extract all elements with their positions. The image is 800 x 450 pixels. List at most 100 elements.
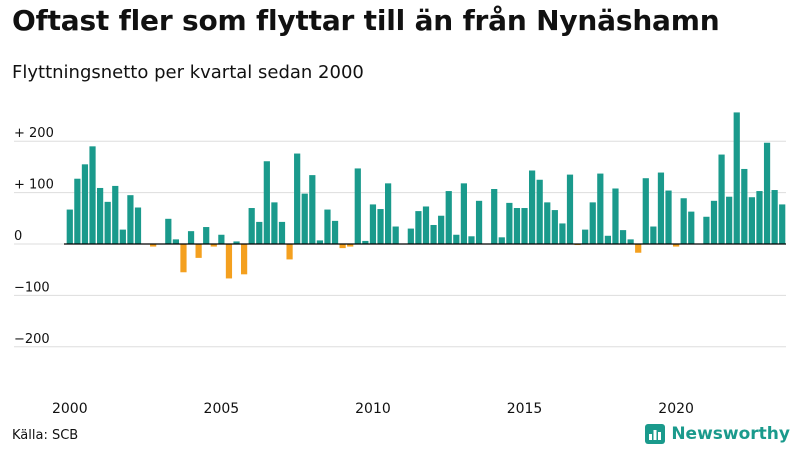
bar	[180, 244, 187, 273]
bar-chart: + 200 + 100 0 −100 −200 2000 2005 2010 2015 2020	[14, 112, 786, 417]
bar	[422, 206, 430, 244]
bar	[582, 229, 589, 244]
bar	[733, 112, 740, 244]
bar	[498, 237, 505, 244]
bar	[210, 244, 217, 247]
bar	[650, 226, 657, 244]
bar	[256, 221, 263, 244]
bar	[187, 231, 195, 244]
bar	[673, 244, 680, 247]
bar	[225, 244, 233, 279]
newsworthy-logo-icon	[645, 424, 666, 444]
bar	[362, 240, 369, 244]
bar	[331, 220, 339, 244]
y-tick-label: 0	[14, 229, 22, 244]
bar	[324, 209, 331, 244]
y-tick-label: −100	[14, 280, 50, 295]
bar	[203, 227, 210, 244]
x-tick-label: 2020	[658, 401, 694, 417]
bar	[445, 191, 452, 244]
bar	[680, 198, 687, 244]
bar	[597, 173, 604, 244]
bar	[369, 204, 377, 244]
bar	[66, 209, 73, 244]
bar	[718, 154, 725, 244]
bar	[286, 244, 293, 260]
bar	[491, 189, 498, 244]
bar	[354, 168, 361, 244]
bar	[172, 239, 179, 244]
x-tick-label: 2000	[52, 401, 88, 417]
bar	[89, 146, 96, 244]
brand-name: Newsworthy	[671, 424, 790, 444]
bar	[453, 234, 460, 244]
bar	[703, 216, 710, 244]
bar	[521, 208, 528, 244]
bar	[119, 229, 126, 244]
bar	[635, 244, 642, 253]
bar	[513, 208, 521, 244]
bar	[81, 164, 89, 244]
bar	[475, 200, 483, 244]
bar	[339, 244, 346, 249]
bar	[112, 185, 119, 244]
bar	[165, 218, 172, 244]
y-tick-label: −200	[14, 332, 50, 347]
bar	[529, 170, 536, 244]
bar	[385, 183, 392, 244]
bar	[241, 244, 248, 275]
bar	[589, 202, 596, 244]
x-tick-label: 2005	[204, 401, 240, 417]
x-tick-label: 2010	[355, 401, 391, 417]
bar	[710, 200, 718, 244]
bar	[430, 224, 437, 244]
bar	[150, 244, 157, 247]
source-note: Källa: SCB	[12, 428, 79, 443]
bar	[104, 201, 111, 244]
bar	[460, 183, 467, 244]
bar	[619, 230, 627, 244]
bar	[506, 202, 513, 244]
bar	[263, 161, 270, 244]
bar	[551, 210, 558, 244]
bar	[392, 226, 399, 244]
bar	[688, 211, 695, 244]
bar	[233, 241, 240, 244]
bar	[748, 197, 755, 244]
bar	[726, 196, 733, 244]
bar	[627, 239, 634, 244]
bar	[665, 190, 672, 244]
bar	[271, 202, 278, 244]
bar	[566, 174, 574, 244]
bar	[347, 244, 354, 247]
bar	[407, 228, 414, 244]
bar	[316, 240, 323, 244]
chart-subtitle: Flyttningsnetto per kvartal sedan 2000	[12, 62, 364, 83]
bar	[195, 244, 202, 258]
bar	[642, 178, 649, 244]
bar	[468, 236, 475, 244]
bar	[657, 172, 665, 244]
bar	[544, 202, 551, 244]
bar	[218, 234, 225, 244]
bar	[771, 190, 778, 244]
bar	[301, 193, 308, 244]
chart-title: Oftast fler som flyttar till än från Nyn…	[12, 4, 720, 37]
y-tick-label: + 100	[14, 178, 54, 193]
brand: Newsworthy	[645, 424, 790, 444]
bar	[438, 215, 445, 244]
bar	[294, 153, 301, 244]
bar	[127, 195, 134, 244]
bar	[278, 221, 286, 244]
bar	[134, 207, 142, 244]
bar	[756, 191, 763, 244]
bar	[763, 142, 771, 244]
bar	[559, 223, 566, 244]
bar	[74, 178, 81, 244]
bar	[97, 187, 104, 244]
x-tick-label: 2015	[507, 401, 543, 417]
bar	[309, 175, 316, 244]
bar	[741, 168, 748, 244]
bar	[604, 235, 611, 244]
bar	[415, 211, 422, 244]
